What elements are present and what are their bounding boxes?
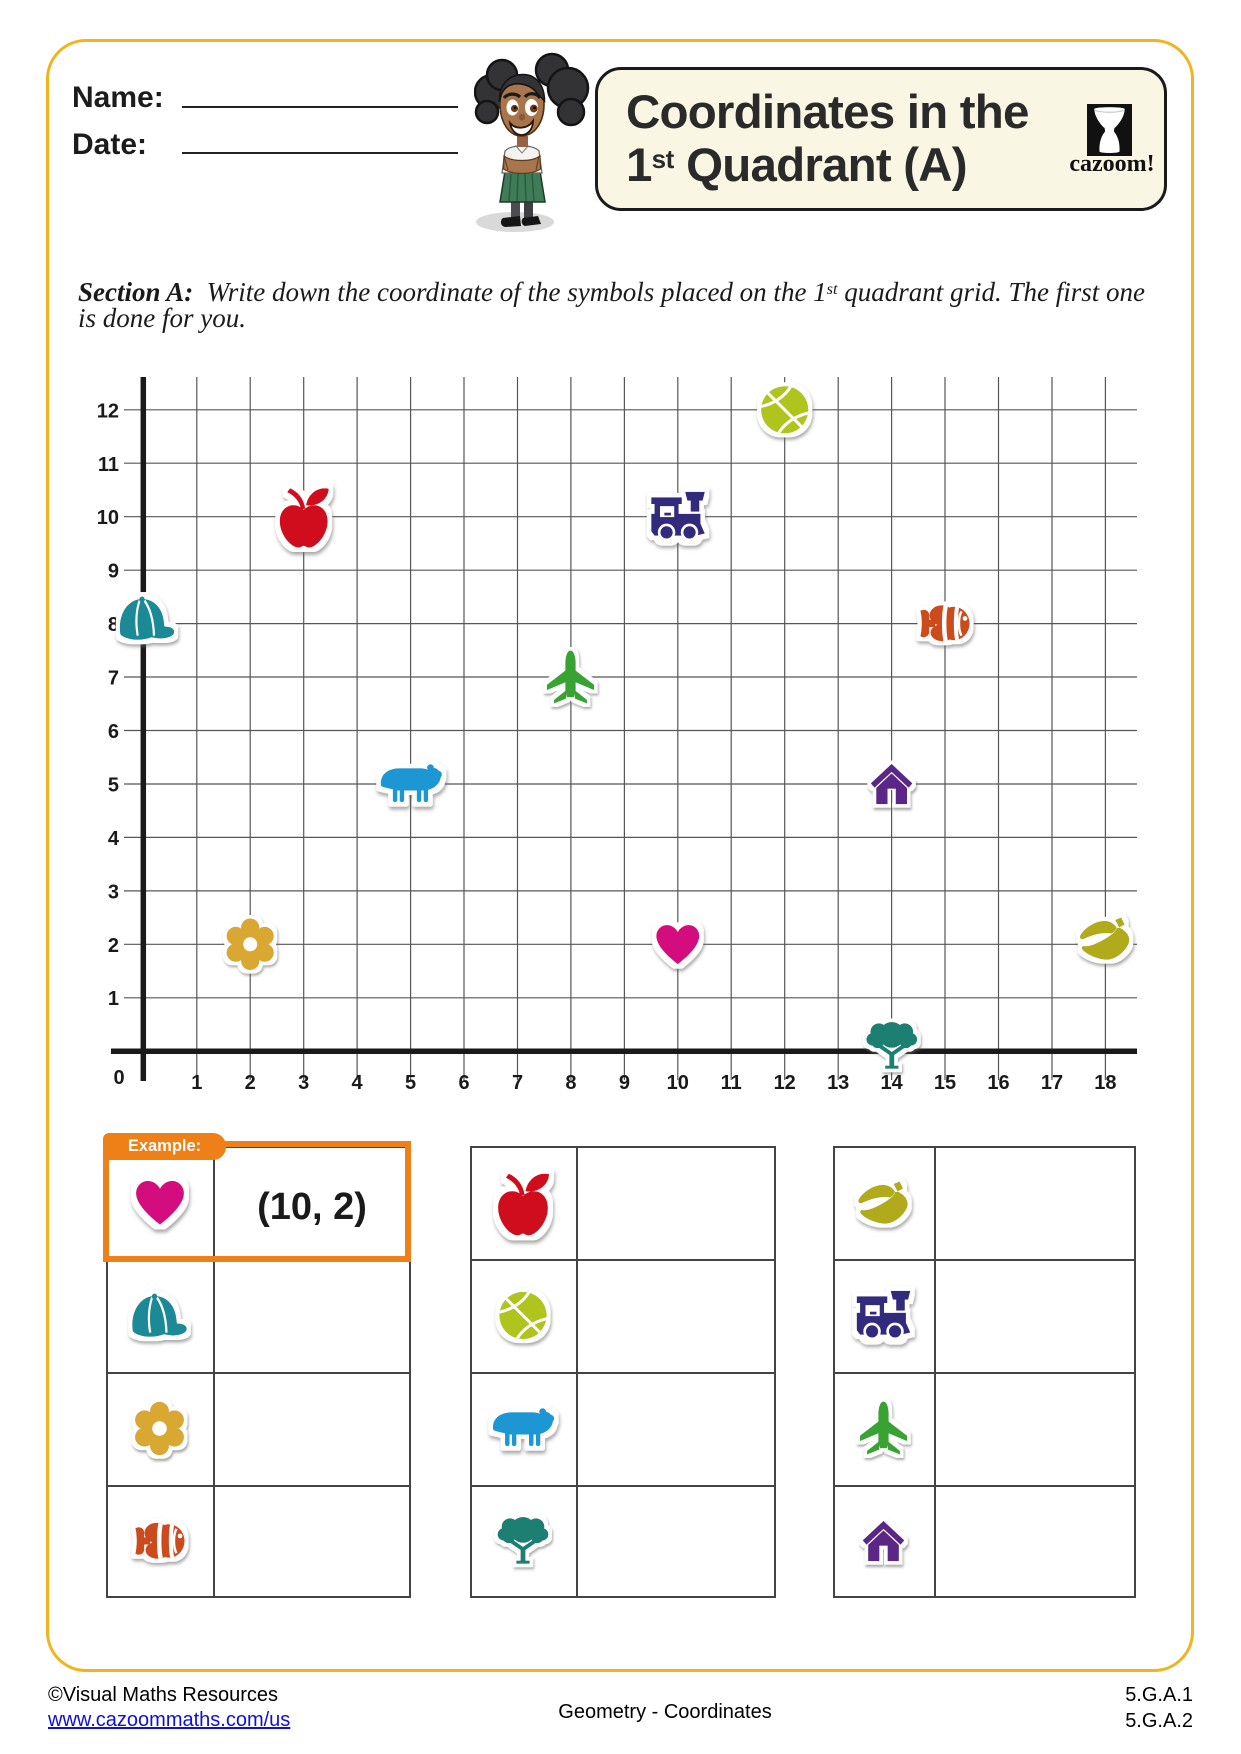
- svg-text:6: 6: [108, 721, 119, 743]
- svg-text:18: 18: [1094, 1072, 1116, 1094]
- svg-text:9: 9: [108, 561, 119, 583]
- svg-text:17: 17: [1041, 1072, 1063, 1094]
- svg-text:4: 4: [108, 828, 120, 850]
- svg-text:11: 11: [98, 454, 119, 476]
- svg-text:5: 5: [405, 1072, 416, 1094]
- svg-text:1: 1: [191, 1072, 202, 1094]
- svg-text:12: 12: [97, 400, 119, 422]
- svg-text:7: 7: [108, 668, 119, 690]
- svg-text:10: 10: [97, 507, 119, 529]
- svg-text:2: 2: [245, 1072, 256, 1094]
- svg-text:14: 14: [880, 1072, 903, 1094]
- svg-text:0: 0: [113, 1067, 124, 1089]
- svg-text:5: 5: [108, 775, 119, 797]
- svg-text:10: 10: [667, 1072, 689, 1094]
- svg-text:1: 1: [108, 988, 119, 1010]
- svg-text:3: 3: [108, 881, 119, 903]
- svg-text:2: 2: [108, 935, 119, 957]
- svg-text:15: 15: [934, 1072, 956, 1094]
- svg-text:3: 3: [298, 1072, 309, 1094]
- svg-text:11: 11: [721, 1072, 742, 1094]
- svg-text:16: 16: [987, 1072, 1009, 1094]
- svg-text:4: 4: [352, 1072, 364, 1094]
- svg-text:12: 12: [774, 1072, 796, 1094]
- svg-text:13: 13: [827, 1072, 849, 1094]
- svg-text:9: 9: [619, 1072, 630, 1094]
- svg-text:8: 8: [108, 614, 119, 636]
- svg-text:6: 6: [458, 1072, 469, 1094]
- svg-text:7: 7: [512, 1072, 523, 1094]
- svg-text:8: 8: [565, 1072, 576, 1094]
